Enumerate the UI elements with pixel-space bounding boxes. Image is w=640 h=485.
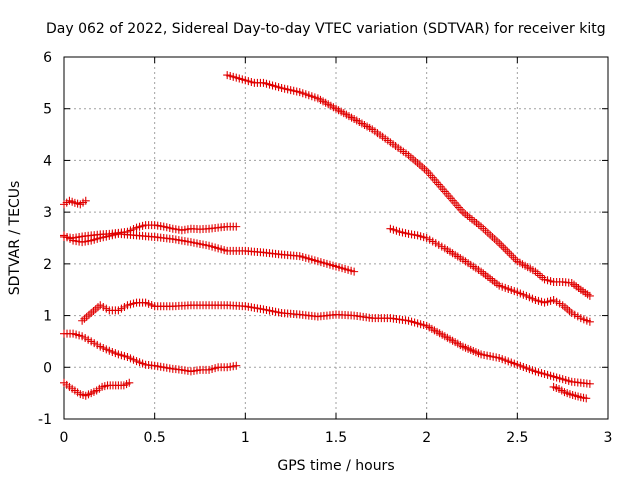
x-tick-label: 2 xyxy=(422,430,431,446)
series-track-9 xyxy=(549,382,591,403)
series-track-3 xyxy=(60,229,359,276)
data-point-marker xyxy=(350,267,359,276)
y-tick-label: 2 xyxy=(43,257,52,273)
data-point-marker xyxy=(501,245,510,254)
series-track-5 xyxy=(78,298,594,388)
data-point-marker xyxy=(505,249,514,258)
series-track-2 xyxy=(60,221,241,242)
y-tick-label: 5 xyxy=(43,102,52,118)
data-point-marker xyxy=(582,394,591,403)
series-track-7 xyxy=(60,378,134,400)
data-point-marker xyxy=(509,253,518,262)
data-point-marker xyxy=(585,291,594,300)
series-track-6 xyxy=(60,329,241,376)
data-point-marker xyxy=(499,243,508,252)
data-point-marker xyxy=(585,379,594,388)
data-point-marker xyxy=(507,251,516,260)
x-tick-label: 2.5 xyxy=(506,430,528,446)
series-track-1 xyxy=(223,71,594,300)
x-tick-label: 1 xyxy=(241,430,250,446)
data-point-marker xyxy=(511,255,520,264)
y-tick-label: 0 xyxy=(43,360,52,376)
y-tick-label: 4 xyxy=(43,153,52,169)
marks-layer xyxy=(60,71,594,403)
data-point-marker xyxy=(497,241,506,250)
y-axis-label: SDTVAR / TECUs xyxy=(7,181,23,296)
data-point-marker xyxy=(232,361,241,370)
data-point-marker xyxy=(81,196,90,205)
y-tick-label: 6 xyxy=(43,50,52,66)
x-tick-label: 0.5 xyxy=(144,430,166,446)
x-tick-label: 3 xyxy=(604,430,613,446)
tick-label-layer: 0 0.5 1 1.5 2 2.5 3 -1 0 1 2 3 4 5 6 xyxy=(38,50,612,446)
data-point-marker xyxy=(125,378,134,387)
y-tick-label: -1 xyxy=(38,412,52,428)
tick-layer xyxy=(63,56,609,420)
data-point-marker xyxy=(585,317,594,326)
series-track-4 xyxy=(60,196,90,209)
x-axis-label: GPS time / hours xyxy=(277,458,394,474)
y-tick-label: 1 xyxy=(43,309,52,325)
data-point-marker xyxy=(495,239,504,248)
data-point-marker xyxy=(232,222,241,231)
x-tick-label: 0 xyxy=(60,430,69,446)
chart-title: Day 062 of 2022, Sidereal Day-to-day VTE… xyxy=(46,21,606,37)
y-tick-label: 3 xyxy=(43,205,52,221)
data-point-marker xyxy=(503,247,512,256)
x-tick-label: 1.5 xyxy=(325,430,347,446)
series-track-8 xyxy=(386,224,594,326)
